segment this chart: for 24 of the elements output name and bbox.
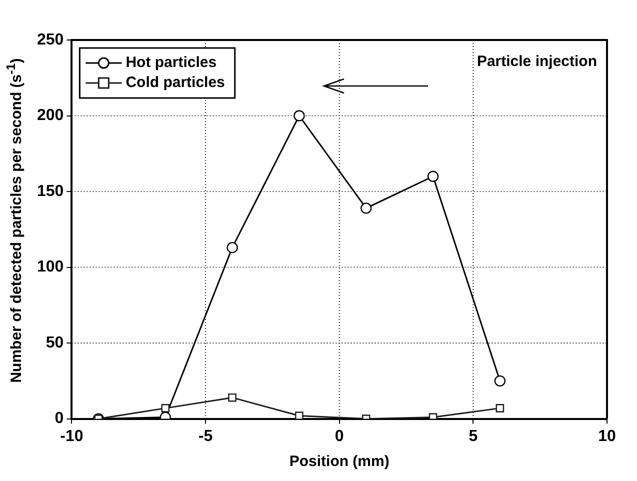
- x-tick-label: 0: [334, 428, 344, 445]
- point: [226, 242, 238, 254]
- point: [427, 170, 439, 182]
- y-tick-label: 250: [36, 31, 64, 48]
- x-tick-label: 10: [598, 428, 616, 445]
- y-tick-label: 0: [54, 410, 64, 428]
- point: [496, 404, 504, 412]
- y-tick-label: 50: [46, 334, 64, 352]
- x-tick-label: -10: [60, 428, 84, 445]
- x-axis-title: Position (mm): [289, 453, 390, 470]
- point: [360, 202, 372, 214]
- point: [295, 412, 304, 419]
- point: [494, 375, 506, 387]
- legend-label: Hot particles: [126, 54, 217, 72]
- x-tick-label: -5: [198, 428, 213, 445]
- y-tick-label: 200: [36, 107, 64, 124]
- legend-label: Cold particles: [126, 74, 225, 92]
- y-tick-label: 100: [36, 258, 64, 276]
- x-tick-label: 5: [468, 428, 478, 445]
- point: [294, 110, 305, 122]
- annotation: Particle injection: [476, 53, 597, 70]
- point: [161, 404, 170, 412]
- point: [228, 393, 236, 402]
- y-tick-label: 150: [36, 182, 64, 200]
